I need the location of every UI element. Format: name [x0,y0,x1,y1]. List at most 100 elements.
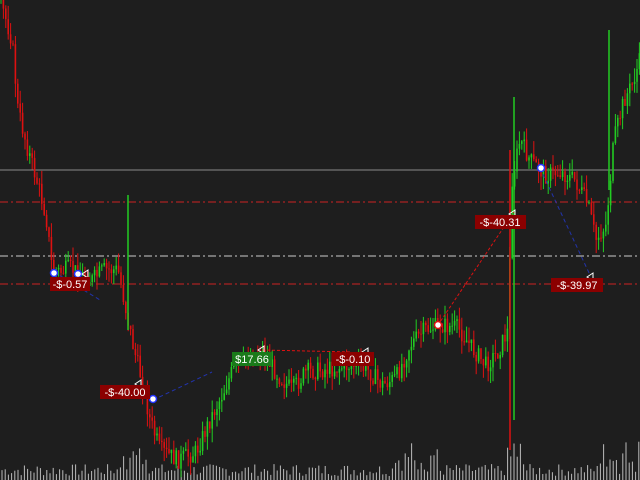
candle-body [271,359,273,367]
candle-body [638,53,640,70]
candle-body [619,117,621,119]
candle-body [489,367,492,372]
candle-body [477,348,480,362]
candle-body [465,340,468,343]
candle-body [578,189,581,191]
candle-body [401,363,403,379]
candle-body [319,362,321,372]
pnl-label-4-text: -$-0.10 [336,354,371,366]
candle-body [31,153,33,158]
candle-body [629,83,631,94]
candle-body [422,322,425,335]
candle-body [331,361,333,377]
candle-body [211,412,213,429]
candle-body [593,214,595,225]
candle-body [504,334,506,342]
candle-body [569,174,571,181]
candle-body [293,378,295,383]
candle-body [458,319,461,330]
candle-body [60,267,62,273]
candle-body [585,189,588,203]
candle-body [566,180,569,182]
candle-body [122,284,125,302]
candle-body [163,442,165,448]
candle-body [427,325,429,332]
candle-body [367,363,369,370]
candle-body [533,154,535,160]
candle-body [72,260,74,273]
pnl-label-4-bg [332,352,374,366]
candle-body [317,362,319,380]
candle-body [573,171,576,180]
candle-body [62,272,65,274]
candle-body [67,259,69,261]
trade-link-line [539,167,591,276]
candle-body [338,369,341,373]
pnl-label-5-bg [475,215,526,229]
candle-body [158,433,161,441]
candle-body [2,0,5,9]
candle-body [278,378,281,384]
candle-body [185,449,187,451]
pnl-label-3: $17.66 [232,352,272,366]
candle-body [386,383,389,388]
candle-body [175,450,177,465]
candle-body [180,453,182,469]
candle-body [350,365,353,370]
candle-body [33,157,36,178]
candle-body [29,153,31,156]
candle-body [377,369,379,380]
candle-body [120,272,122,285]
candle-body [209,421,211,429]
candle-body [408,350,410,361]
candle-body [141,376,144,392]
trade-markers[interactable] [49,163,594,404]
candle-body [506,328,509,342]
pnl-label-5-text: -$-40.31 [480,217,521,229]
candle-body [57,267,60,270]
candle-body [381,380,384,388]
candle-body [21,112,24,134]
candle-body [552,167,554,170]
pnl-label-5: -$-40.31 [475,215,526,229]
candle-body [482,359,485,366]
candle-body [492,353,494,368]
pnl-label-2: -$-40.00 [100,385,150,399]
candle-body [161,440,163,442]
candle-body [588,202,590,204]
candle-body [228,378,230,390]
candle-body [341,368,343,370]
candle-body [45,214,48,228]
candle-body [441,329,444,333]
candle-body [19,103,21,113]
candle-body [137,355,139,357]
trade-entry-marker [148,394,158,404]
trade-links [53,167,591,401]
candle-body [475,355,477,362]
candle-body [518,143,521,149]
candle-body [559,175,561,177]
candle-body [139,355,141,377]
candle-body [204,431,206,437]
candle-body [420,333,422,335]
trade-link-line [152,371,213,401]
candle-body [463,341,465,343]
candle-body [535,159,537,163]
pnl-label-2-bg [100,385,150,399]
candle-body [379,380,381,388]
pnl-label-6-text: -$-39.97 [557,280,598,292]
candle-body [576,179,578,190]
pnl-label-2-text: -$-40.00 [105,387,146,399]
candle-body [295,377,297,379]
pnl-label-1-text: -$-0.57 [53,279,88,291]
candle-body [523,139,525,142]
pnl-label-6-bg [551,278,603,292]
candle-body [17,83,19,104]
candle-body [549,167,552,181]
candle-body [324,369,326,378]
candle-body [626,93,629,106]
candle-body [113,269,115,274]
trade-link-line [261,349,353,353]
